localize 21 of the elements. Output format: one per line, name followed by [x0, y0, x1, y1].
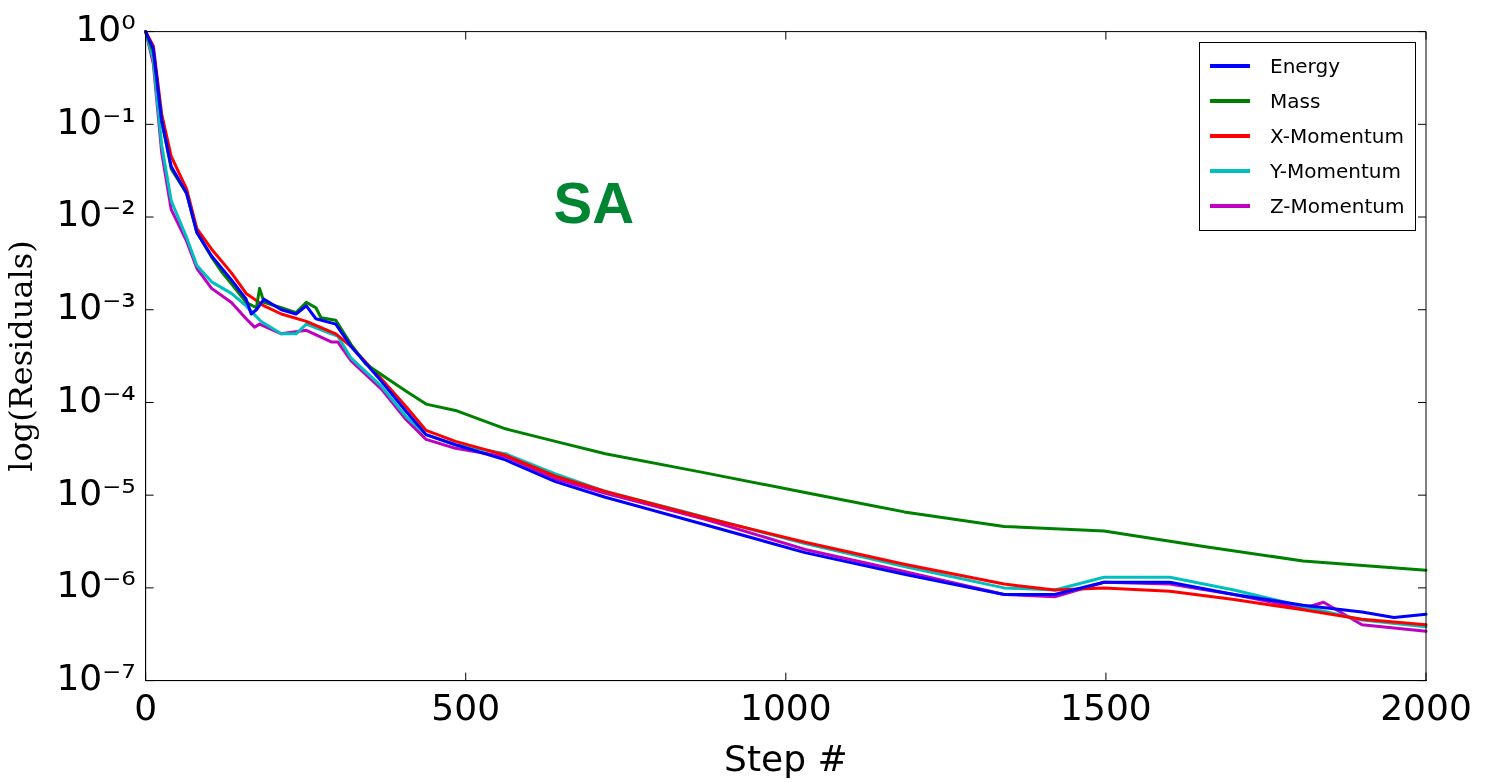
x-tick-label: 2000: [1380, 686, 1472, 728]
x-tick-label: 1000: [740, 686, 832, 728]
y-tick-label: 10⁰: [75, 7, 136, 49]
y-tick-label: 10⁻⁵: [56, 471, 136, 513]
x-tick-label: 500: [431, 686, 501, 728]
annotation: SA: [553, 169, 635, 235]
y-tick-label: 10⁻⁷: [56, 656, 136, 698]
y-tick-label: 10⁻¹: [56, 100, 136, 142]
legend-label: Mass: [1270, 89, 1321, 114]
y-tick-label: 10⁻⁶: [56, 564, 136, 606]
y-tick-label: 10⁻⁴: [56, 378, 136, 420]
y-tick-label: 10⁻²: [56, 193, 136, 235]
y-axis-title: log(Residuals): [1, 240, 40, 472]
legend-label: Energy: [1270, 54, 1341, 79]
y-tick-label: 10⁻³: [56, 286, 136, 328]
x-tick-label: 0: [134, 686, 158, 728]
x-tick-label: 1500: [1060, 686, 1152, 728]
legend-label: X-Momentum: [1270, 124, 1404, 149]
x-axis-title: Step #: [724, 737, 848, 779]
legend-label: Z-Momentum: [1270, 194, 1405, 219]
legend-label: Y-Momentum: [1270, 159, 1402, 184]
